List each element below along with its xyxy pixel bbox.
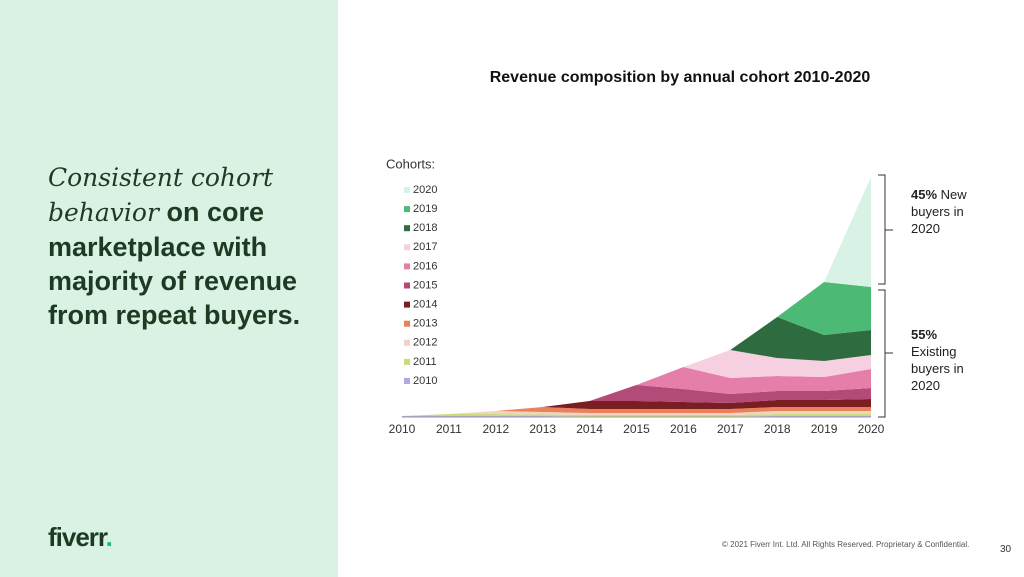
left-panel: [0, 0, 338, 577]
x-tick-label: 2015: [623, 422, 650, 436]
legend-swatch: [404, 339, 410, 346]
annotation-text: New buyers in 2020: [911, 187, 967, 236]
legend-swatch: [404, 320, 410, 327]
legend-swatch: [404, 358, 410, 365]
chart-title: Revenue composition by annual cohort 201…: [490, 69, 871, 86]
annotation-percent: 55%: [911, 327, 938, 342]
logo-text: fiverr: [48, 522, 107, 552]
area: [402, 350, 871, 416]
annotation: 45% New buyers in 2020: [911, 186, 986, 237]
legend-title: Cohorts:: [386, 156, 435, 171]
legend-swatch: [404, 225, 410, 232]
chart: Revenue composition by annual cohort 201…: [386, 69, 893, 436]
legend-swatch: [404, 378, 410, 384]
annotation-text: Existing buyers in 2020: [911, 344, 964, 393]
area: [402, 282, 871, 416]
x-tick-label: 2010: [389, 422, 416, 436]
x-tick-label: 2016: [670, 422, 697, 436]
brackets: [878, 174, 893, 418]
annotation: 55% Existing buyers in 2020: [911, 326, 986, 394]
area: [402, 411, 871, 416]
heading: Consistent cohort behavior on core marke…: [48, 160, 318, 332]
legend-label: 2017: [413, 241, 437, 253]
legend-label: 2011: [413, 356, 437, 368]
x-tick-label: 2017: [717, 422, 744, 436]
legend-label: 2020: [413, 184, 437, 196]
x-tick-label: 2018: [764, 422, 791, 436]
legend-label: 2010: [413, 375, 437, 387]
area: [402, 385, 871, 416]
legend-label: 2012: [413, 337, 437, 349]
area: [402, 399, 871, 416]
legend-label: 2019: [413, 203, 437, 215]
page-number: 30: [1000, 544, 1012, 555]
heading-italic: Consistent cohort behavior: [48, 163, 274, 227]
logo: fiverr.: [48, 522, 113, 553]
annotation-percent: 45%: [911, 187, 938, 202]
x-tick-label: 2011: [436, 422, 462, 436]
logo-dot: .: [105, 522, 113, 552]
x-tick-label: 2014: [576, 422, 603, 436]
bracket: [878, 174, 893, 285]
legend-swatch: [404, 282, 410, 289]
x-tick-label: 2012: [482, 422, 509, 436]
x-tick-label: 2019: [811, 422, 838, 436]
bracket: [878, 289, 893, 418]
legend-swatch: [404, 301, 410, 308]
legend-label: 2015: [413, 279, 437, 291]
area: [402, 407, 871, 416]
footer: © 2021 Fiverr Int. Ltd. All Rights Reser…: [722, 540, 970, 549]
legend-label: 2018: [413, 222, 437, 234]
x-tick-label: 2020: [858, 422, 885, 436]
heading-bold: on core marketplace with majority of rev…: [48, 197, 301, 330]
area: [402, 414, 871, 417]
area: [402, 317, 871, 416]
legend-swatch: [404, 263, 410, 270]
x-tick-label: 2013: [529, 422, 556, 436]
legend-swatch: [404, 244, 410, 251]
area: [402, 367, 871, 416]
legend-label: 2016: [413, 260, 437, 272]
legend-label: 2014: [413, 299, 437, 311]
legend-swatch: [404, 187, 410, 193]
legend-label: 2013: [413, 318, 437, 330]
legend-swatch: [404, 206, 410, 213]
